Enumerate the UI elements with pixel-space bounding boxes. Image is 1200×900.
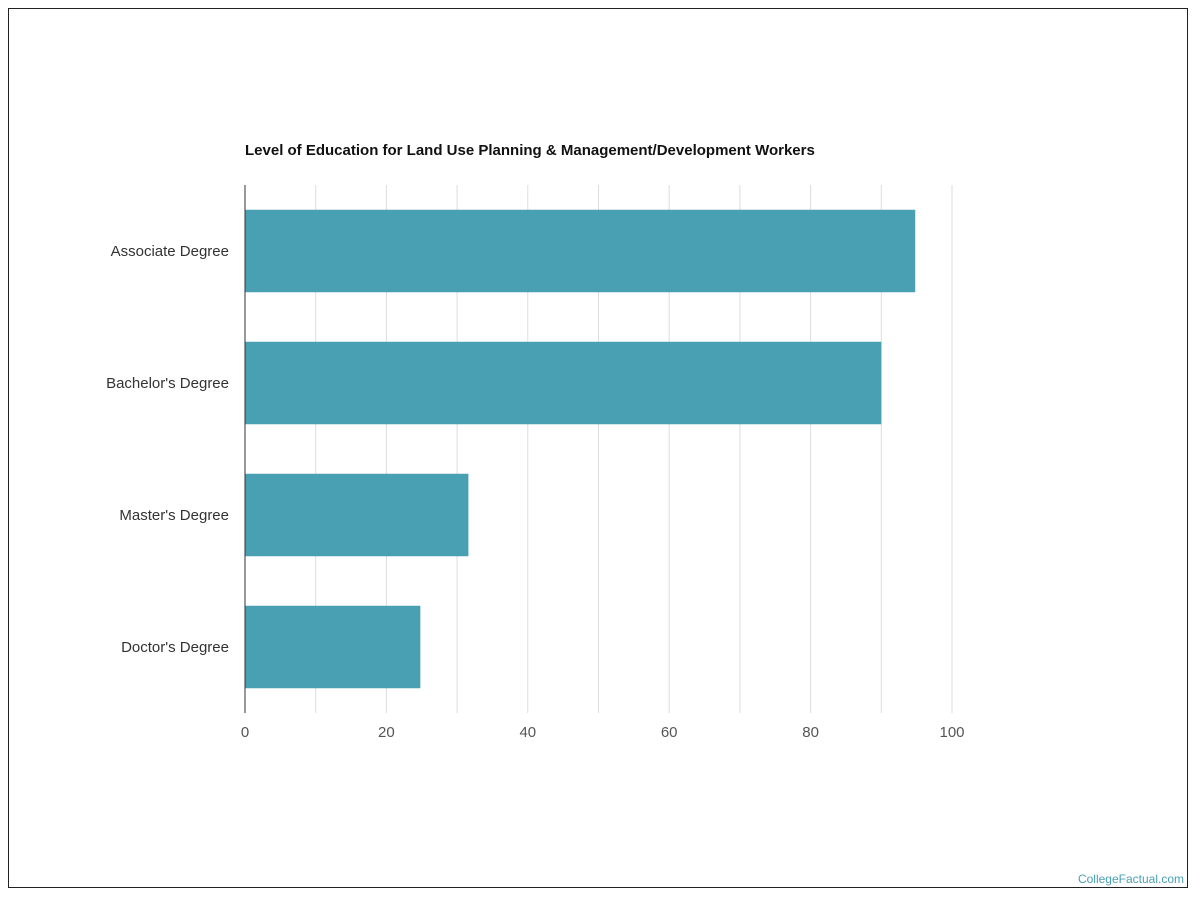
x-tick-label: 20 <box>378 724 395 741</box>
x-tick-label: 60 <box>661 724 678 741</box>
category-label: Doctor's Degree <box>121 639 229 656</box>
x-tick-label: 40 <box>519 724 536 741</box>
bar <box>245 605 421 689</box>
bar <box>245 341 882 425</box>
x-tick-label: 0 <box>241 724 249 741</box>
category-label: Bachelor's Degree <box>106 375 229 392</box>
category-label: Associate Degree <box>111 243 229 260</box>
category-labels: Associate Degree Bachelor's Degree Master'… <box>106 243 229 656</box>
watermark-link[interactable]: CollegeFactual.com <box>1077 872 1184 886</box>
bar <box>245 473 469 557</box>
x-tick-labels: 0 20 40 60 80 100 <box>241 724 965 741</box>
category-label: Master's Degree <box>119 507 229 524</box>
bars <box>245 209 916 689</box>
bar <box>245 209 916 293</box>
chart-frame <box>8 8 1188 888</box>
x-tick-label: 100 <box>939 724 964 741</box>
x-tick-label: 80 <box>802 724 819 741</box>
chart-title: Level of Education for Land Use Planning… <box>245 142 815 159</box>
